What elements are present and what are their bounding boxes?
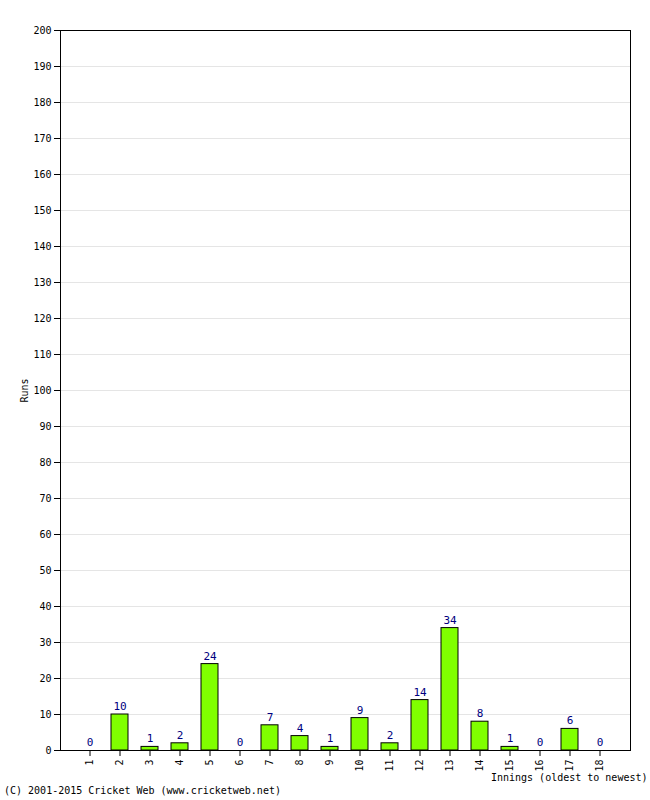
svg-text:190: 190 [33, 61, 51, 72]
svg-text:1: 1 [84, 760, 95, 766]
svg-text:160: 160 [33, 169, 51, 180]
svg-text:34: 34 [443, 614, 457, 627]
svg-text:5: 5 [204, 760, 215, 766]
svg-text:10: 10 [39, 709, 51, 720]
svg-text:60: 60 [39, 529, 51, 540]
html-text:(C) 2001-2015 Cricket Web (www: (C) 2001-2015 Cricket Web (www.cricketwe… [4, 785, 281, 796]
svg-text:140: 140 [33, 241, 51, 252]
svg-text:10: 10 [354, 760, 365, 772]
svg-text:24: 24 [203, 650, 217, 663]
svg-text:0: 0 [597, 736, 604, 749]
svg-text:0: 0 [537, 736, 544, 749]
svg-text:17: 17 [564, 760, 575, 772]
svg-text:120: 120 [33, 313, 51, 324]
svg-text:1: 1 [327, 732, 334, 745]
svg-text:0: 0 [237, 736, 244, 749]
svg-text:200: 200 [33, 25, 51, 36]
svg-text:50: 50 [39, 565, 51, 576]
svg-text:14: 14 [474, 760, 485, 772]
svg-text:40: 40 [39, 601, 51, 612]
svg-text:1: 1 [147, 732, 154, 745]
svg-text:100: 100 [33, 385, 51, 396]
svg-text:12: 12 [414, 760, 425, 772]
svg-text:90: 90 [39, 421, 51, 432]
svg-text:150: 150 [33, 205, 51, 216]
svg-text:18: 18 [594, 760, 605, 772]
svg-text:15: 15 [504, 760, 515, 772]
svg-text:4: 4 [297, 722, 304, 735]
svg-text:9: 9 [357, 704, 364, 717]
svg-text:2: 2 [177, 729, 184, 742]
svg-text:13: 13 [444, 760, 455, 772]
svg-text:8: 8 [294, 760, 305, 766]
svg-text:80: 80 [39, 457, 51, 468]
svg-text:7: 7 [264, 760, 275, 766]
svg-text:180: 180 [33, 97, 51, 108]
svg-text:3: 3 [144, 760, 155, 766]
svg-text:10: 10 [113, 700, 126, 713]
svg-text:170: 170 [33, 133, 51, 144]
svg-text:14: 14 [413, 686, 427, 699]
svg-text:9: 9 [324, 760, 335, 766]
svg-text:0: 0 [45, 745, 51, 756]
svg-text:110: 110 [33, 349, 51, 360]
svg-text:16: 16 [534, 760, 545, 772]
svg-text:6: 6 [234, 760, 245, 766]
svg-text:20: 20 [39, 673, 51, 684]
svg-text:0: 0 [87, 736, 94, 749]
svg-text:7: 7 [267, 711, 274, 724]
svg-text:8: 8 [477, 707, 484, 720]
svg-text:2: 2 [387, 729, 394, 742]
svg-text:6: 6 [567, 714, 574, 727]
svg-text:2: 2 [114, 760, 125, 766]
svg-text:70: 70 [39, 493, 51, 504]
svg-text:Runs: Runs [19, 378, 30, 402]
svg-text:30: 30 [39, 637, 51, 648]
svg-text:1: 1 [507, 732, 514, 745]
svg-text:130: 130 [33, 277, 51, 288]
svg-text:4: 4 [174, 760, 185, 766]
svg-text:Innings (oldest to newest): Innings (oldest to newest) [491, 772, 648, 783]
svg-text:11: 11 [384, 760, 395, 772]
